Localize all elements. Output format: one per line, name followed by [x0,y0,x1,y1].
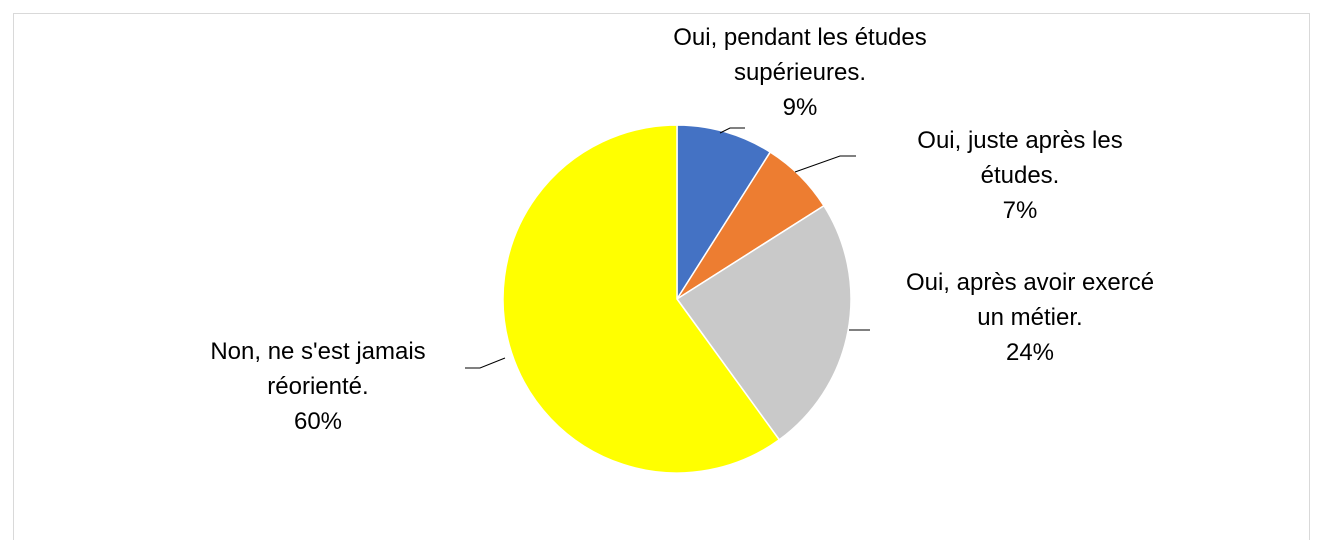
value-label: 24% [1005,339,1055,366]
category-label: Non, ne s'est jamais réorienté. [210,338,426,400]
category-label: Oui, pendant les études supérieures. [673,24,927,86]
pie-slice [676,124,772,302]
leader-line [465,357,506,369]
data-label: Oui, juste après les études. 7% [878,123,1163,228]
chart-border [13,13,1310,540]
category-label: Oui, après avoir exercé un métier. [905,269,1155,331]
pie-slice [502,124,781,474]
data-label: Non, ne s'est jamais réorienté. 60% [163,334,473,439]
value-label: 7% [1002,197,1038,224]
pie-slice [675,204,852,441]
value-label: 60% [293,408,343,435]
data-label: Oui, après avoir exercé un métier. 24% [905,265,1155,370]
leader-line [794,155,856,173]
category-label: Oui, juste après les études. [917,127,1123,189]
leader-line [719,127,745,134]
data-label: Oui, pendant les études supérieures. 9% [670,20,930,125]
value-label: 9% [782,94,818,121]
